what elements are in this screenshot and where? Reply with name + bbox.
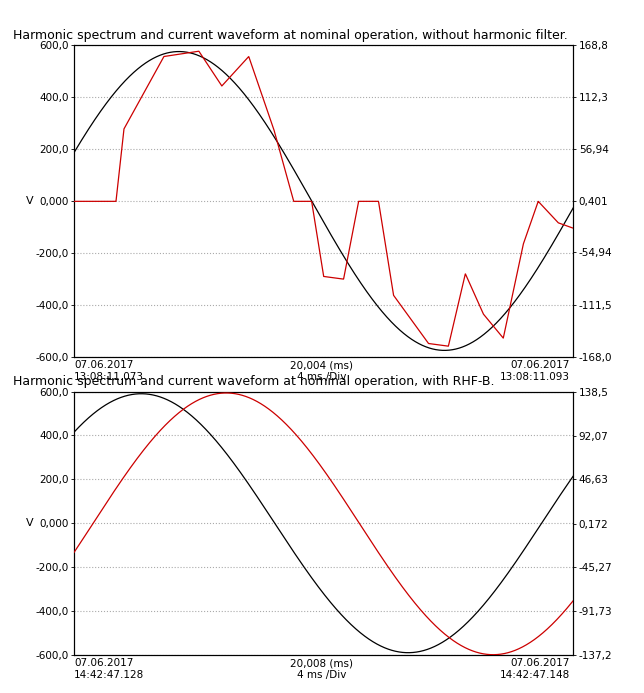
Text: 07.06.2017
13:08:11.073: 07.06.2017 13:08:11.073 [74, 360, 144, 382]
Text: 07.06.2017
13:08:11.093: 07.06.2017 13:08:11.093 [500, 360, 570, 382]
Text: 07.06.2017
14:42:47.148: 07.06.2017 14:42:47.148 [500, 658, 570, 680]
Y-axis label: V: V [26, 518, 33, 528]
Text: Harmonic spectrum and current waveform at nominal operation, with RHF-B.: Harmonic spectrum and current waveform a… [13, 375, 495, 388]
Text: Harmonic spectrum and current waveform at nominal operation, without harmonic fi: Harmonic spectrum and current waveform a… [13, 28, 567, 42]
Text: 20,004 (ms)
4 ms /Div: 20,004 (ms) 4 ms /Div [290, 360, 354, 382]
Y-axis label: V: V [26, 196, 33, 206]
Text: 20,008 (ms)
4 ms /Div: 20,008 (ms) 4 ms /Div [290, 658, 354, 680]
Text: 07.06.2017
14:42:47.128: 07.06.2017 14:42:47.128 [74, 658, 144, 680]
